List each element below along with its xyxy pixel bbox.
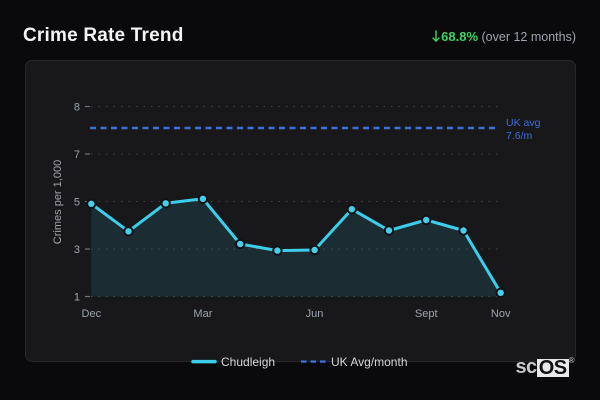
svg-text:Crimes per 1,000: Crimes per 1,000 — [52, 160, 64, 244]
svg-text:8: 8 — [74, 102, 80, 114]
svg-text:7.6/m: 7.6/m — [506, 130, 533, 142]
svg-text:1: 1 — [74, 292, 80, 304]
svg-text:Dec: Dec — [82, 308, 102, 320]
svg-text:Mar: Mar — [193, 308, 212, 320]
svg-text:5: 5 — [74, 197, 80, 209]
svg-text:Nov: Nov — [491, 308, 511, 320]
svg-text:Jun: Jun — [306, 308, 324, 320]
svg-text:Sept: Sept — [415, 308, 438, 320]
svg-text:Chudleigh: Chudleigh — [221, 355, 275, 369]
svg-text:3: 3 — [74, 244, 80, 256]
svg-text:UK Avg/month: UK Avg/month — [331, 355, 408, 369]
svg-text:UK avg: UK avg — [506, 117, 541, 129]
svg-text:7: 7 — [74, 149, 80, 161]
